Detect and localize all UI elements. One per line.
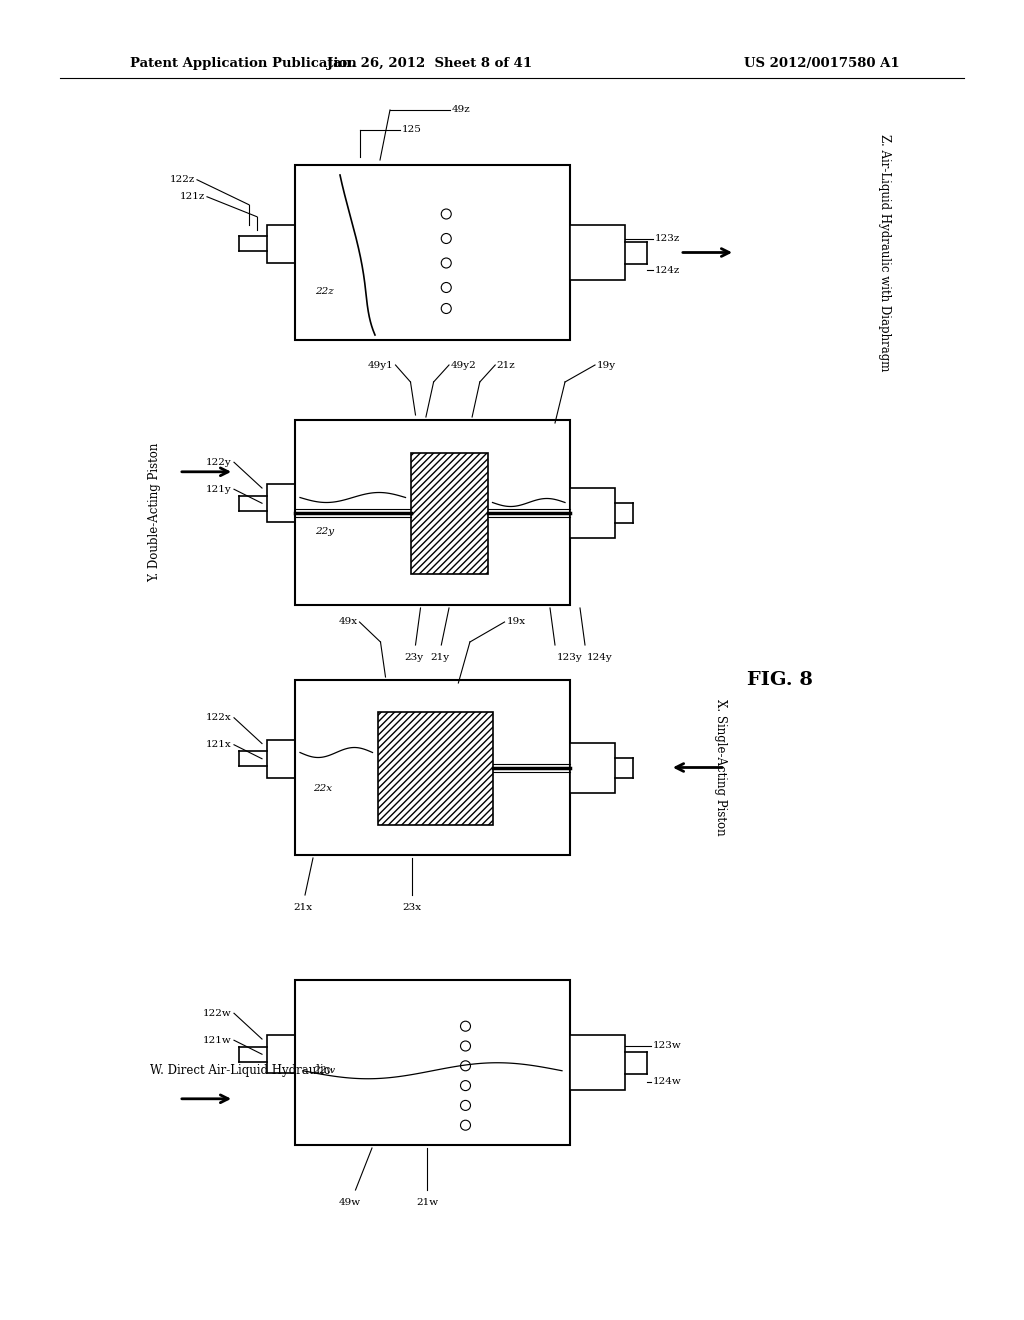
Text: X. Single-Acting Piston: X. Single-Acting Piston <box>714 700 726 836</box>
Text: 123z: 123z <box>655 234 680 243</box>
Text: 22y: 22y <box>315 527 334 536</box>
Text: 122x: 122x <box>206 713 232 722</box>
Text: 21x: 21x <box>294 903 312 912</box>
Text: Y. Double-Acting Piston: Y. Double-Acting Piston <box>148 442 162 582</box>
Bar <box>570 224 625 280</box>
Bar <box>267 484 295 523</box>
Bar <box>570 1035 625 1090</box>
Bar <box>295 680 570 855</box>
Text: 22z: 22z <box>315 286 334 296</box>
Text: 121z: 121z <box>179 193 205 201</box>
Bar <box>267 739 295 777</box>
Text: 122z: 122z <box>170 176 195 185</box>
Text: US 2012/0017580 A1: US 2012/0017580 A1 <box>744 57 900 70</box>
Text: 124y: 124y <box>587 653 612 663</box>
Text: Z. Air-Liquid Hydraulic with Diaphragm: Z. Air-Liquid Hydraulic with Diaphragm <box>879 133 892 371</box>
Text: 122y: 122y <box>206 458 232 467</box>
Text: 19y: 19y <box>597 360 616 370</box>
Text: 124w: 124w <box>653 1077 682 1086</box>
Text: 125: 125 <box>402 125 422 135</box>
Text: W. Direct Air-Liquid Hydraulic: W. Direct Air-Liquid Hydraulic <box>150 1064 331 1077</box>
Text: 121x: 121x <box>206 741 232 750</box>
Bar <box>295 420 570 605</box>
Text: 121y: 121y <box>206 484 232 494</box>
Text: 21w: 21w <box>416 1199 438 1206</box>
Text: 49x: 49x <box>338 618 357 627</box>
Text: 123w: 123w <box>653 1041 682 1051</box>
Text: 23x: 23x <box>402 903 422 912</box>
Text: 49z: 49z <box>452 106 471 115</box>
Text: 19x: 19x <box>507 618 526 627</box>
Bar <box>267 1035 295 1073</box>
Text: 124z: 124z <box>655 265 680 275</box>
Text: 49y2: 49y2 <box>451 360 476 370</box>
Bar <box>378 711 493 825</box>
Bar <box>570 487 615 537</box>
Text: 22w: 22w <box>313 1067 335 1076</box>
Text: 22x: 22x <box>313 784 332 793</box>
Bar <box>267 224 295 263</box>
Bar <box>295 165 570 341</box>
Bar <box>295 979 570 1144</box>
Bar <box>411 453 487 574</box>
Text: 23y: 23y <box>403 653 423 663</box>
Text: FIG. 8: FIG. 8 <box>748 671 813 689</box>
Text: 121w: 121w <box>203 1036 232 1044</box>
Bar <box>570 742 615 792</box>
Text: 21z: 21z <box>497 360 515 370</box>
Text: 49y1: 49y1 <box>368 360 393 370</box>
Text: Patent Application Publication: Patent Application Publication <box>130 57 356 70</box>
Text: 49w: 49w <box>339 1199 361 1206</box>
Text: 123y: 123y <box>557 653 583 663</box>
Text: 21y: 21y <box>430 653 450 663</box>
Text: Jan. 26, 2012  Sheet 8 of 41: Jan. 26, 2012 Sheet 8 of 41 <box>328 57 532 70</box>
Text: 122w: 122w <box>203 1008 232 1018</box>
